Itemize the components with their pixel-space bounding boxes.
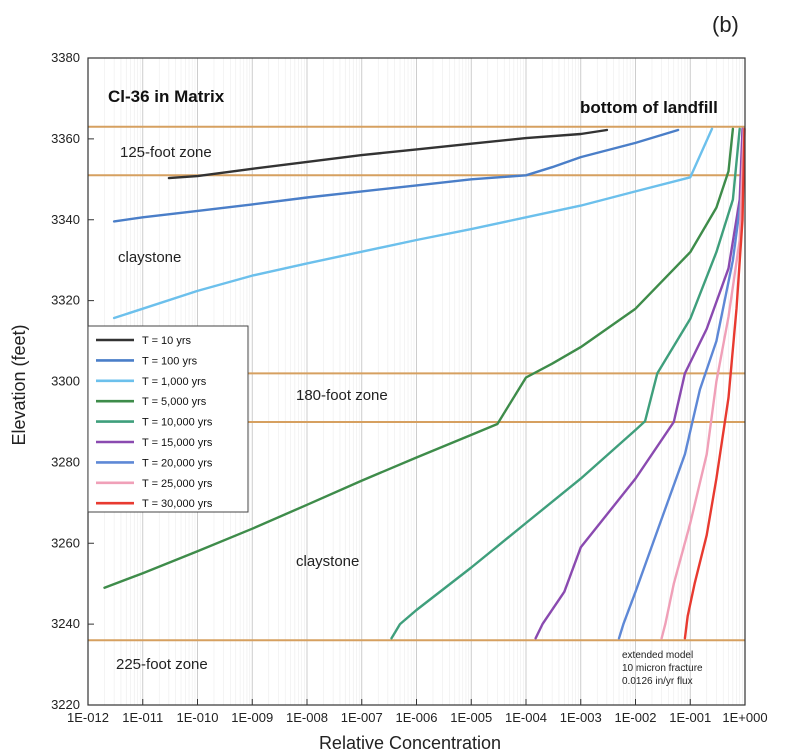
chart-title: Cl-36 in Matrix — [108, 87, 225, 106]
x-tick-label: 1E-004 — [505, 710, 547, 725]
zone-125-label: 125-foot zone — [120, 144, 212, 161]
note-line-3: 0.0126 in/yr flux — [622, 676, 693, 687]
series-line-8 — [660, 127, 745, 640]
series-line-4 — [103, 127, 735, 589]
y-tick-label: 3260 — [51, 535, 80, 550]
x-tick-label: 1E-008 — [286, 710, 328, 725]
bottom-of-landfill-label: bottom of landfill — [580, 98, 718, 117]
x-tick-labels: 1E-012 1E-011 1E-010 1E-009 1E-008 1E-007 1E-0… — [67, 699, 768, 725]
series-line-2 — [112, 128, 680, 223]
y-tick-label: 3320 — [51, 293, 80, 308]
legend-label: T = 30,000 yrs — [142, 498, 213, 510]
y-tick-label: 3360 — [51, 131, 80, 146]
y-tick-label: 3300 — [51, 374, 80, 389]
legend-label: T = 1,000 yrs — [142, 376, 207, 388]
series-line-5 — [390, 127, 741, 640]
x-tick-label: 1E+000 — [722, 710, 767, 725]
legend-label: T = 100 yrs — [142, 355, 198, 367]
legend-label: T = 5,000 yrs — [142, 396, 207, 408]
x-tick-label: 1E-010 — [177, 710, 219, 725]
x-tick-label: 1E-006 — [396, 710, 438, 725]
series-line-7 — [617, 127, 745, 640]
y-tick-label: 3280 — [51, 454, 80, 469]
series-line-6 — [534, 127, 744, 640]
x-tick-label: 1E-007 — [341, 710, 383, 725]
y-tick-label: 3380 — [51, 50, 80, 65]
zone-225-label: 225-foot zone — [116, 656, 208, 673]
series-line-9 — [683, 127, 746, 640]
y-tick-labels: 3220 3240 3260 3280 3300 3320 3340 3360 3380 — [51, 50, 94, 712]
y-tick-label: 3220 — [51, 697, 80, 712]
legend-label: T = 25,000 yrs — [142, 478, 213, 490]
x-tick-label: 1E-003 — [560, 710, 602, 725]
y-tick-label: 3340 — [51, 212, 80, 227]
x-tick-label: 1E-011 — [122, 710, 163, 725]
x-tick-label: 1E-005 — [450, 710, 492, 725]
series-line-3 — [112, 127, 714, 320]
zone-180-label: 180-foot zone — [296, 387, 388, 404]
legend-label: T = 10,000 yrs — [142, 417, 213, 429]
claystone-upper-label: claystone — [118, 249, 181, 266]
legend-label: T = 10 yrs — [142, 335, 192, 347]
panel-label: (b) — [712, 12, 739, 37]
x-tick-label: 1E-012 — [67, 710, 109, 725]
series-lines — [103, 127, 746, 640]
legend: T = 10 yrs T = 100 yrs T = 1,000 yrs T = 5,… — [87, 325, 249, 513]
x-tick-label: 1E-002 — [615, 710, 657, 725]
series-line-1 — [167, 128, 609, 180]
y-tick-label: 3240 — [51, 616, 80, 631]
x-tick-label: 1E-001 — [669, 710, 711, 725]
legend-label: T = 15,000 yrs — [142, 437, 213, 449]
x-axis-title: Relative Concentration — [319, 733, 501, 753]
claystone-lower-label: claystone — [296, 553, 359, 570]
legend-box — [87, 325, 249, 513]
note-line-1: extended model — [622, 650, 693, 661]
x-tick-label: 1E-009 — [231, 710, 273, 725]
y-axis-title: Elevation (feet) — [9, 324, 29, 445]
note-line-2: 10 micron fracture — [622, 663, 703, 674]
legend-label: T = 20,000 yrs — [142, 457, 213, 469]
